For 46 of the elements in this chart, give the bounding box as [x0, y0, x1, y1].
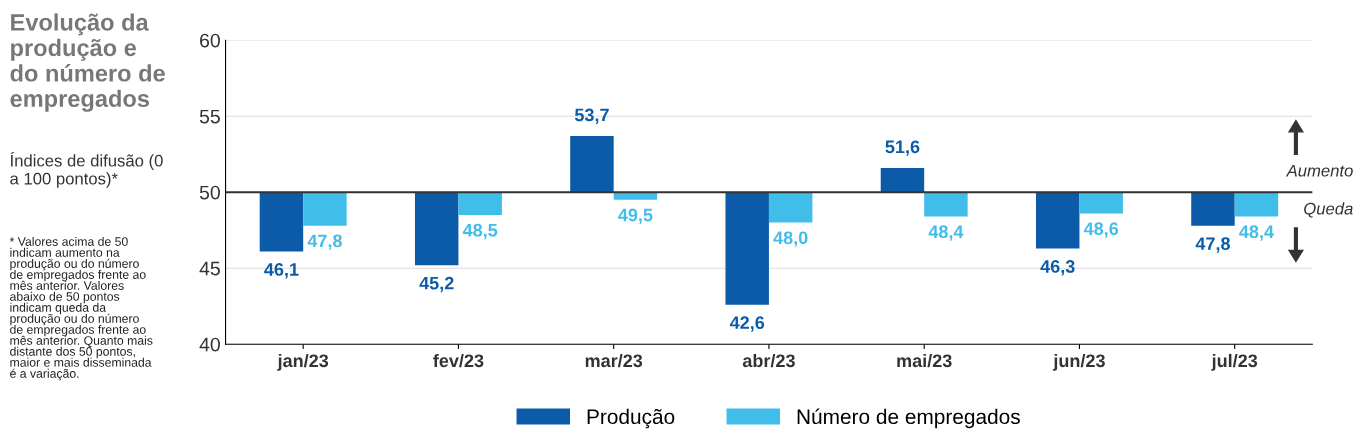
bar — [880, 167, 925, 193]
bar — [259, 192, 304, 252]
y-tick-label: 55 — [199, 109, 220, 124]
data-label: 42,6 — [729, 316, 765, 332]
bar — [303, 192, 347, 226]
y-tick-label: 45 — [199, 261, 220, 276]
x-tick-label: fev/23 — [433, 353, 484, 368]
data-label: 48,4 — [1239, 225, 1274, 241]
data-label: 48,4 — [928, 225, 964, 241]
bar — [725, 192, 769, 305]
data-label: 49,5 — [618, 208, 653, 225]
y-tick-label: 60 — [200, 33, 220, 48]
data-label: 46,1 — [264, 263, 299, 279]
bar — [924, 192, 968, 217]
legend-label: Número de empregados — [797, 408, 1020, 429]
data-label: 45,2 — [419, 276, 454, 293]
y-tick-label: 40 — [199, 337, 220, 352]
bar — [1234, 192, 1279, 217]
bar — [768, 192, 813, 223]
x-tick-label: jun/23 — [1053, 353, 1105, 371]
x-tick-label: mai/23 — [897, 353, 952, 368]
text: Índices de difusão (0 a 100 pontos)* — [10, 151, 163, 188]
x-tick-label: abr/23 — [742, 353, 795, 368]
legend-label: Produção — [587, 408, 675, 429]
bar — [1035, 192, 1080, 249]
bar — [458, 192, 502, 216]
data-label: 53,7 — [574, 108, 609, 124]
data-label: 47,8 — [307, 234, 342, 250]
data-label: 48,0 — [773, 231, 808, 247]
data-label: 47,8 — [1195, 237, 1230, 253]
bar — [414, 192, 459, 266]
chart-title: Evolução da produção e do número de empregados — [10, 13, 165, 112]
bar — [570, 135, 614, 193]
x-tick-label: mar/23 — [585, 353, 643, 368]
annotation: Queda — [1304, 202, 1353, 218]
data-label: 48,6 — [1083, 222, 1119, 238]
bar — [1079, 192, 1123, 214]
annotation: Aumento — [1285, 164, 1353, 177]
bar — [1191, 192, 1235, 226]
data-label: 51,6 — [885, 140, 920, 156]
data-label: 46,3 — [1040, 260, 1075, 276]
data-label: 48,5 — [462, 223, 498, 240]
y-tick-label: 50 — [199, 185, 220, 200]
x-tick-label: jan/23 — [277, 353, 329, 371]
x-tick-label: jul/23 — [1211, 353, 1258, 371]
text: * Valores acima de 50 indicam aumento na produção ou do número de empregados frente ao mês anterior. Valores abaixo de 50 pontos indicam queda da produção ou do número de empregados frente ao mês anterior. Quanto mais distante dos 50 pontos, maior e mais disseminada é a variação. — [9, 236, 153, 381]
